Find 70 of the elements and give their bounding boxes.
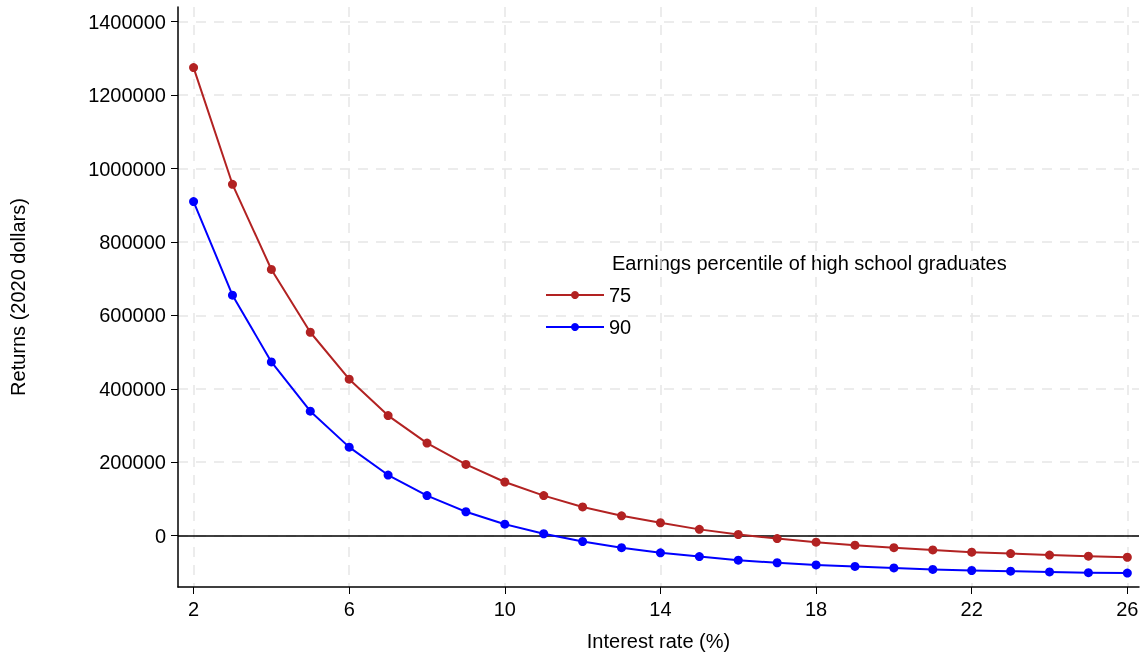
point xyxy=(422,438,432,448)
point xyxy=(539,491,549,501)
x-tick-label: 22 xyxy=(960,598,983,620)
point xyxy=(383,470,393,480)
point xyxy=(461,507,471,517)
point xyxy=(1122,552,1132,562)
y-tick-label: 1200000 xyxy=(88,84,166,107)
point xyxy=(1045,550,1055,560)
x-tick-label: 10 xyxy=(493,598,516,620)
point xyxy=(1122,568,1132,578)
point xyxy=(733,555,743,565)
point xyxy=(928,545,938,555)
y-tick-label: 800000 xyxy=(99,230,166,253)
point xyxy=(850,561,860,571)
x-tick-label: 6 xyxy=(343,598,355,620)
y-tick-label: 600000 xyxy=(99,304,166,327)
x-tick-label: 26 xyxy=(1116,598,1139,620)
point xyxy=(266,357,276,367)
point xyxy=(811,537,821,547)
point xyxy=(344,374,354,384)
point xyxy=(967,547,977,557)
point xyxy=(889,543,899,553)
point xyxy=(189,197,199,207)
y-axis-title: Returns (2020 dollars) xyxy=(7,198,29,396)
point xyxy=(733,530,743,539)
point xyxy=(1083,551,1093,561)
legend-label: 75 xyxy=(609,284,632,306)
point xyxy=(694,524,704,534)
point xyxy=(772,534,782,544)
point xyxy=(266,264,276,274)
y-tick-label: 400000 xyxy=(99,377,166,400)
point xyxy=(811,560,821,570)
point xyxy=(578,536,588,546)
point xyxy=(305,406,315,416)
point xyxy=(617,511,627,521)
point xyxy=(1083,568,1093,578)
x-axis-title: Interest rate (%) xyxy=(586,630,731,652)
point xyxy=(617,543,627,553)
point xyxy=(1006,566,1016,576)
point xyxy=(772,558,782,568)
y-tick-label: 1400000 xyxy=(88,10,166,33)
point xyxy=(850,540,860,550)
point xyxy=(500,519,510,529)
y-tick-label: 200000 xyxy=(99,451,166,474)
point xyxy=(1006,549,1016,559)
point xyxy=(461,459,471,469)
point xyxy=(227,179,237,189)
point xyxy=(889,563,899,573)
point xyxy=(928,564,938,574)
x-tick-label: 14 xyxy=(649,598,672,620)
point xyxy=(694,552,704,562)
point xyxy=(967,565,977,575)
point xyxy=(305,327,315,337)
x-tick-label: 18 xyxy=(804,598,828,620)
point xyxy=(422,491,432,501)
y-tick-label: 1000000 xyxy=(88,157,166,180)
point xyxy=(1045,567,1055,577)
x-tick-label: 2 xyxy=(188,598,200,620)
point xyxy=(189,63,199,73)
point xyxy=(655,548,665,558)
point xyxy=(539,529,549,539)
legend-title: Earnings percentile of high school graduates xyxy=(612,252,1007,274)
point xyxy=(578,502,588,512)
y-tick-label: 0 xyxy=(154,524,166,547)
point xyxy=(227,290,237,300)
point xyxy=(655,518,665,528)
point xyxy=(344,442,354,452)
point xyxy=(500,477,510,487)
legend-label: 90 xyxy=(609,316,632,338)
point xyxy=(383,411,393,421)
